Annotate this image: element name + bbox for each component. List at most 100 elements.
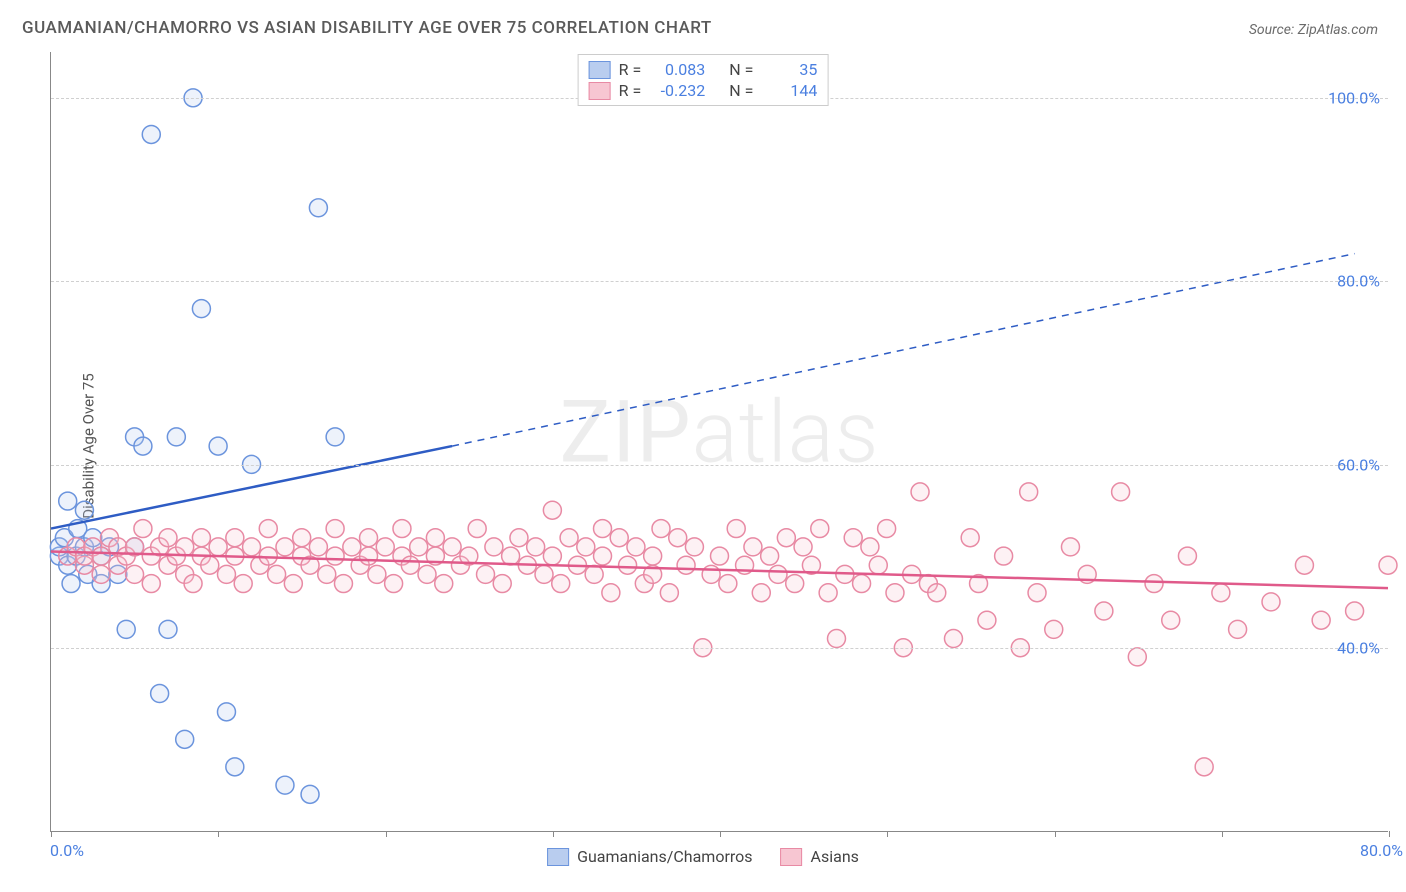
- scatter-point: [819, 584, 837, 602]
- scatter-point: [134, 520, 152, 538]
- scatter-point: [360, 529, 378, 547]
- scatter-point: [669, 529, 687, 547]
- scatter-point: [878, 520, 896, 538]
- scatter-point: [477, 565, 495, 583]
- scatter-point: [995, 547, 1013, 565]
- scatter-point: [309, 538, 327, 556]
- scatter-point: [159, 529, 177, 547]
- scatter-point: [1195, 758, 1213, 776]
- scatter-point: [1212, 584, 1230, 602]
- scatter-point: [326, 547, 344, 565]
- scatter-point: [209, 538, 227, 556]
- scatter-point: [493, 575, 511, 593]
- scatter-point: [777, 529, 795, 547]
- scatter-point: [560, 529, 578, 547]
- scatter-point: [502, 547, 520, 565]
- scatter-point: [585, 565, 603, 583]
- scatter-point: [552, 575, 570, 593]
- trend-line-dashed: [452, 254, 1354, 446]
- scatter-point: [535, 565, 553, 583]
- stats-legend-row: R = -0.232 N = 144: [589, 80, 818, 101]
- y-tick-label: 40.0%: [1337, 639, 1380, 658]
- y-tick-label: 80.0%: [1337, 272, 1380, 291]
- scatter-point: [209, 437, 227, 455]
- scatter-point: [184, 575, 202, 593]
- scatter-point: [485, 538, 503, 556]
- legend-item: Guamanians/Chamorros: [547, 847, 752, 866]
- scatter-point: [911, 483, 929, 501]
- x-tick-mark: [720, 831, 721, 837]
- bottom-legend: Guamanians/Chamorros Asians: [547, 847, 859, 866]
- legend-label: Guamanians/Chamorros: [577, 847, 752, 866]
- scatter-point: [360, 547, 378, 565]
- scatter-point: [117, 620, 135, 638]
- scatter-point: [1312, 611, 1330, 629]
- scatter-point: [226, 529, 244, 547]
- n-value: 144: [761, 81, 817, 100]
- stats-legend-row: R = 0.083 N = 35: [589, 59, 818, 80]
- scatter-point: [276, 538, 294, 556]
- scatter-point: [543, 501, 561, 519]
- scatter-point: [527, 538, 545, 556]
- scatter-point: [226, 758, 244, 776]
- scatter-point: [677, 556, 695, 574]
- scatter-point: [685, 538, 703, 556]
- scatter-point: [176, 730, 194, 748]
- r-value: 0.083: [649, 60, 705, 79]
- scatter-point: [1295, 556, 1313, 574]
- scatter-point: [201, 556, 219, 574]
- scatter-point: [75, 501, 93, 519]
- scatter-point: [410, 538, 428, 556]
- scatter-point: [309, 199, 327, 217]
- scatter-point: [861, 538, 879, 556]
- scatter-point: [978, 611, 996, 629]
- scatter-point: [167, 428, 185, 446]
- scatter-point: [62, 575, 80, 593]
- scatter-point: [1028, 584, 1046, 602]
- chart-container: GUAMANIAN/CHAMORRO VS ASIAN DISABILITY A…: [0, 0, 1406, 892]
- y-tick-label: 60.0%: [1337, 455, 1380, 474]
- scatter-point: [1061, 538, 1079, 556]
- scatter-point: [610, 529, 628, 547]
- scatter-point: [744, 538, 762, 556]
- scatter-point: [326, 428, 344, 446]
- scatter-point: [243, 538, 261, 556]
- n-value: 35: [761, 60, 817, 79]
- source-label: Source: ZipAtlas.com: [1249, 22, 1378, 38]
- scatter-point: [326, 520, 344, 538]
- scatter-point: [811, 520, 829, 538]
- scatter-point: [334, 575, 352, 593]
- scatter-point: [293, 529, 311, 547]
- scatter-point: [426, 529, 444, 547]
- scatter-point: [928, 584, 946, 602]
- scatter-point: [944, 630, 962, 648]
- scatter-point: [602, 584, 620, 602]
- scatter-point: [577, 538, 595, 556]
- gridline: [51, 281, 1388, 282]
- chart-title: GUAMANIAN/CHAMORRO VS ASIAN DISABILITY A…: [22, 18, 712, 38]
- x-tick-mark: [1389, 831, 1390, 837]
- scatter-point: [92, 565, 110, 583]
- scatter-point: [869, 556, 887, 574]
- scatter-point: [268, 565, 286, 583]
- scatter-point: [853, 575, 871, 593]
- scatter-point: [1128, 648, 1146, 666]
- scatter-point: [702, 565, 720, 583]
- scatter-point: [1112, 483, 1130, 501]
- stats-legend: R = 0.083 N = 35 R = -0.232 N = 144: [578, 54, 829, 106]
- x-tick-label: 0.0%: [50, 841, 84, 860]
- scatter-point: [142, 575, 160, 593]
- x-tick-mark: [553, 831, 554, 837]
- scatter-point: [761, 547, 779, 565]
- scatter-point: [1045, 620, 1063, 638]
- n-label: N =: [729, 60, 753, 79]
- scatter-point: [711, 547, 729, 565]
- scatter-point: [159, 620, 177, 638]
- scatter-point: [1379, 556, 1397, 574]
- n-label: N =: [729, 81, 753, 100]
- legend-swatch-pink: [589, 82, 611, 100]
- legend-swatch-pink: [781, 848, 803, 866]
- x-tick-mark: [386, 831, 387, 837]
- scatter-point: [1229, 620, 1247, 638]
- scatter-point: [59, 492, 77, 510]
